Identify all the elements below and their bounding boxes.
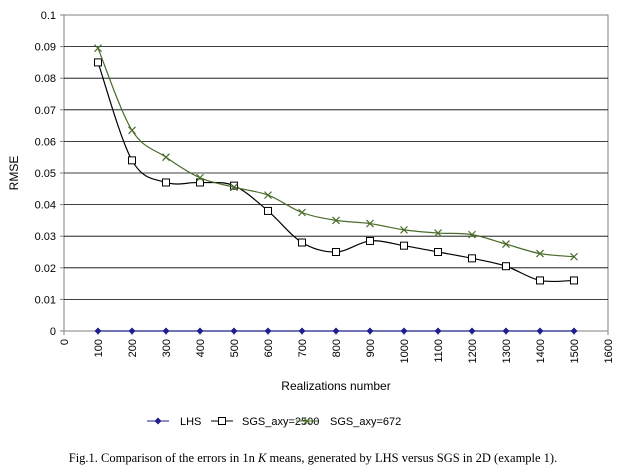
y-tick-label: 0.01 [35, 294, 56, 306]
data-point [434, 229, 442, 237]
x-tick-label: 1000 [399, 339, 411, 363]
data-point [196, 173, 204, 182]
data-point [400, 225, 408, 234]
data-point [94, 58, 102, 67]
x-tick-label: 200 [127, 339, 139, 357]
legend-label: SGS_axy=672 [330, 416, 401, 428]
y-axis-ticks: 0 0.01 0.02 0.03 0.04 0.05 0.06 0.07 0.08 0.09 0.1 [35, 10, 64, 338]
data-point [536, 327, 544, 335]
y-axis-label: RMSE [7, 156, 21, 191]
y-tick-label: 0.02 [35, 263, 56, 275]
y-tick-label: 0.08 [35, 73, 56, 85]
data-point [570, 327, 578, 335]
data-point [502, 240, 510, 249]
x-axis-ticks: 0 100 200 300 400 500 600 700 800 900 1000 1100 1200… [59, 331, 615, 363]
legend-marker [303, 417, 311, 425]
x-tick-label: 1500 [569, 339, 581, 363]
legend-label: SGS_axy=2500 [242, 416, 319, 428]
legend-item: SGS_axy=2500 [211, 416, 319, 428]
x-tick-label: 800 [331, 339, 343, 357]
x-tick-label: 0 [59, 339, 71, 345]
data-point [230, 327, 238, 335]
data-point [94, 327, 102, 335]
gridlines [64, 46, 608, 300]
data-point [128, 126, 136, 135]
x-tick-label: 1300 [501, 339, 513, 363]
legend-item: SGS_axy=672 [296, 416, 401, 428]
data-point [536, 276, 544, 285]
x-tick-label: 400 [195, 339, 207, 357]
data-point [366, 219, 374, 228]
x-tick-label: 1200 [467, 339, 479, 363]
data-point [400, 327, 408, 335]
x-tick-label: 1600 [603, 339, 615, 363]
data-point [468, 327, 476, 335]
data-point [434, 327, 442, 335]
caption-suffix: means, generated by LHS versus SGS in 2D… [266, 451, 558, 465]
data-point [366, 236, 374, 245]
data-point [400, 241, 408, 250]
y-tick-label: 0.07 [35, 105, 56, 117]
x-tick-label: 900 [365, 339, 377, 357]
x-tick-label: 500 [229, 339, 241, 357]
data-point [264, 206, 272, 215]
x-tick-label: 1100 [433, 339, 445, 363]
data-point [264, 191, 272, 200]
data-point [298, 208, 306, 217]
y-tick-label: 0.05 [35, 168, 56, 180]
data-point [502, 262, 510, 271]
data-point [196, 327, 204, 335]
data-point [128, 156, 136, 165]
data-point [502, 327, 510, 335]
legend-marker [154, 417, 162, 425]
x-tick-label: 1400 [535, 339, 547, 363]
data-point [570, 252, 578, 261]
y-tick-label: 0.04 [35, 200, 56, 212]
data-point [468, 254, 476, 263]
data-point [162, 178, 170, 187]
figure-caption: Fig.1. Comparison of the errors in 1n K … [0, 451, 626, 466]
data-point [162, 153, 170, 162]
series-2 [94, 58, 578, 285]
data-point [264, 327, 272, 335]
legend-marker [218, 417, 226, 425]
series-3 [94, 44, 578, 261]
data-point [332, 216, 340, 225]
y-tick-label: 0.03 [35, 231, 56, 243]
data-point [332, 327, 340, 335]
caption-italic: K [257, 451, 267, 465]
caption-prefix: Fig.1. Comparison of the errors in 1n [68, 451, 258, 465]
legend-item: LHS [147, 416, 201, 428]
rmse-line-chart: 0 0.01 0.02 0.03 0.04 0.05 0.06 0.07 0.08 0.09 0.1… [7, 10, 615, 428]
data-point [570, 276, 578, 285]
y-tick-label: 0 [50, 326, 56, 338]
data-point [298, 327, 306, 335]
y-tick-label: 0.06 [35, 136, 56, 148]
x-tick-label: 100 [93, 339, 105, 357]
y-tick-label: 0.09 [35, 42, 56, 54]
x-tick-label: 700 [297, 339, 309, 357]
data-point [94, 44, 102, 53]
data-point [298, 238, 306, 247]
data-point [434, 248, 442, 256]
data-point [162, 327, 170, 335]
legend-label: LHS [180, 416, 201, 428]
data-point [332, 248, 340, 256]
data-point [230, 181, 238, 190]
data-point [196, 178, 204, 187]
x-tick-label: 300 [161, 339, 173, 357]
data-point [536, 249, 544, 258]
x-axis-label: Realizations number [281, 379, 390, 393]
y-tick-label: 0.1 [41, 10, 56, 22]
data-point [230, 183, 238, 192]
data-point [128, 327, 136, 335]
series-1 [94, 327, 578, 335]
x-tick-label: 600 [263, 339, 275, 357]
data-point [366, 327, 374, 335]
series-group [94, 44, 578, 335]
data-point [468, 230, 476, 239]
legend: LHS SGS_axy=2500 SGS_axy=672 [147, 416, 401, 428]
